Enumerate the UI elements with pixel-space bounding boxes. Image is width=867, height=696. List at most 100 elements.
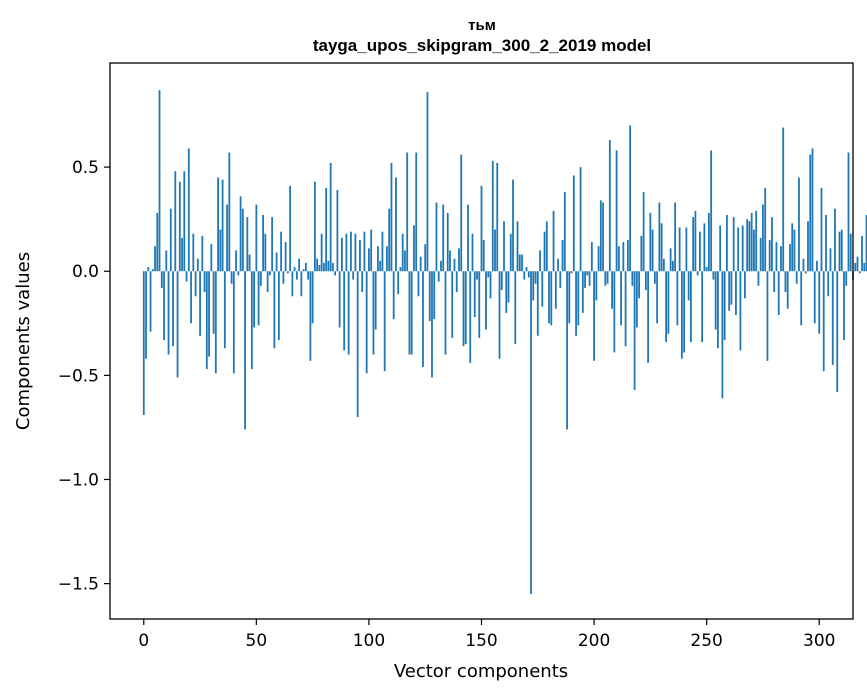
bar — [798, 177, 800, 272]
bar — [721, 271, 724, 399]
bar — [561, 240, 564, 272]
bar — [271, 217, 274, 272]
bar — [174, 171, 177, 272]
bar — [676, 271, 679, 326]
bar — [390, 162, 393, 272]
y-tick-label: 0.0 — [72, 262, 99, 282]
bar — [791, 223, 794, 272]
bar — [696, 271, 699, 276]
bar — [678, 227, 681, 272]
bar — [680, 271, 683, 359]
bar — [620, 271, 622, 326]
bar — [611, 271, 613, 309]
bar — [509, 233, 512, 272]
bar — [341, 237, 343, 272]
bar — [570, 271, 573, 274]
bar — [545, 221, 548, 272]
bar — [593, 271, 595, 361]
bar — [462, 271, 465, 347]
bar — [726, 215, 728, 272]
bar — [856, 256, 859, 272]
x-tick-label: 150 — [465, 631, 497, 651]
bar — [789, 244, 791, 272]
bar — [737, 227, 740, 272]
bar — [604, 271, 607, 286]
bar — [660, 223, 663, 272]
bar — [622, 242, 625, 272]
bar — [226, 204, 228, 272]
bar — [246, 217, 249, 272]
bar — [253, 271, 255, 328]
bar — [210, 244, 213, 272]
bar — [453, 258, 456, 272]
bar — [708, 212, 710, 272]
bar — [379, 260, 382, 272]
bar — [304, 262, 307, 272]
bar — [744, 271, 746, 299]
bar — [644, 271, 647, 290]
bar — [647, 271, 650, 363]
bar — [232, 271, 235, 374]
bar — [295, 271, 298, 280]
bar — [575, 271, 577, 336]
x-tick-label: 250 — [690, 631, 722, 651]
bar — [433, 271, 436, 320]
bar — [514, 271, 517, 345]
bar — [347, 271, 350, 355]
bar — [829, 248, 832, 272]
bar — [825, 215, 827, 272]
bar — [277, 271, 280, 340]
bar — [615, 150, 618, 272]
bar — [498, 271, 501, 359]
bar — [275, 252, 278, 272]
bar — [759, 237, 762, 272]
bar — [223, 271, 226, 349]
bar — [674, 202, 677, 272]
bar — [521, 254, 523, 272]
bar — [701, 271, 704, 343]
bar — [480, 185, 483, 272]
bar — [151, 269, 154, 272]
bar — [250, 271, 253, 370]
bar — [478, 271, 481, 338]
bar — [374, 271, 377, 330]
bar — [568, 271, 571, 324]
bar — [827, 271, 830, 297]
bar — [505, 271, 508, 313]
bar — [861, 235, 863, 272]
bar — [230, 271, 233, 284]
bar — [699, 231, 701, 272]
bar — [496, 162, 499, 272]
bar — [667, 271, 670, 334]
bar — [327, 260, 330, 272]
bar — [723, 271, 726, 340]
bar — [280, 231, 283, 272]
bar — [557, 258, 559, 272]
bar — [149, 271, 152, 332]
bar — [187, 148, 190, 272]
bar — [410, 271, 413, 355]
bar — [334, 271, 337, 276]
bar — [491, 160, 494, 272]
bar — [395, 177, 397, 272]
bar — [579, 167, 582, 272]
bar — [705, 267, 708, 272]
bar — [586, 271, 589, 276]
bar — [464, 271, 467, 345]
bar — [550, 271, 553, 326]
bar — [831, 271, 834, 365]
bar — [332, 262, 334, 272]
bar — [807, 221, 809, 272]
bar — [766, 271, 769, 361]
bar — [617, 246, 620, 272]
bar — [642, 192, 645, 272]
bar — [142, 271, 145, 415]
bar — [455, 271, 458, 293]
bar — [685, 227, 688, 272]
bar — [653, 271, 656, 284]
bar — [318, 264, 321, 272]
bar — [741, 225, 744, 272]
bar — [665, 271, 668, 343]
bar — [158, 90, 161, 272]
